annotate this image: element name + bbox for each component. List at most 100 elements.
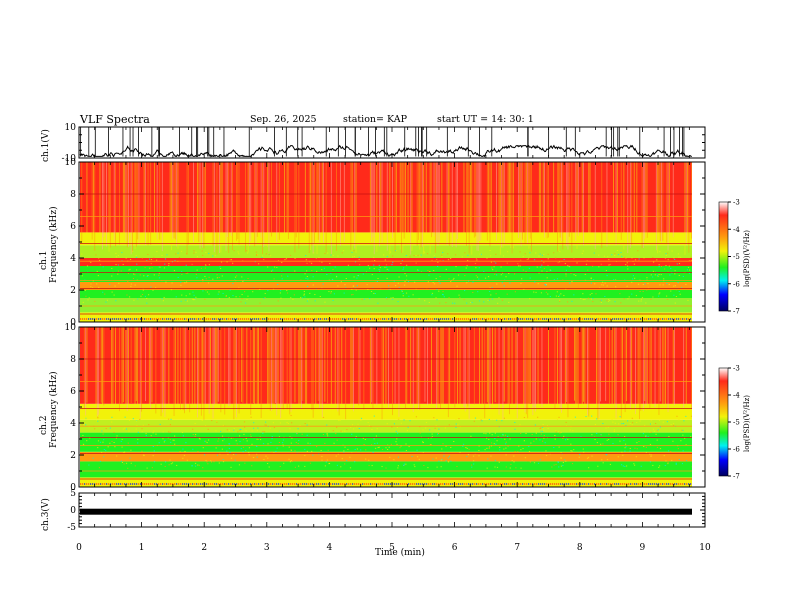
ch1-spectrogram-speckle [387, 282, 389, 284]
ch1-spectrogram-low-speckle [446, 318, 448, 320]
ch1-spectrogram-speckle [214, 255, 216, 257]
ch1-spectrogram-low-speckle [552, 318, 554, 320]
ch2-spectrogram-low-speckle [134, 483, 136, 485]
ch2-spectrogram-speckle [555, 431, 557, 433]
ch2-spectrogram-low-speckle [518, 483, 520, 485]
ch2-spectrogram-speckle [458, 418, 460, 420]
ch1-spectrogram-speckle [529, 252, 531, 254]
ch1-spectrogram-speckle [652, 270, 655, 272]
ch2-spectrogram-speckle [130, 449, 132, 451]
ch2-spectrogram-speckle [304, 454, 306, 456]
ch2-spectrogram-speckle [130, 462, 132, 464]
ch1-spectrogram-speckle [401, 290, 403, 292]
ch2-spectrogram-streak [537, 327, 539, 418]
ch2-spectrogram-speckle [167, 418, 170, 420]
ch1-spectrogram-streak [99, 162, 101, 246]
ch1-spectrogram-low-speckle [272, 318, 274, 320]
ch2-spectrogram-streak [145, 327, 146, 402]
ch1-spectrogram-speckle [202, 279, 204, 281]
ch1-spectrogram-streak [557, 162, 558, 252]
ch1-spectrogram-low-speckle [586, 318, 588, 320]
ch1-spectrogram-speckle [417, 254, 419, 256]
ch2-spectrogram-speckle [290, 460, 292, 462]
ch1-spectrogram-low-speckle [184, 318, 186, 320]
ch2-spectrogram-speckle [595, 418, 598, 420]
ch2-spectrogram-speckle [155, 433, 157, 435]
ch2-spectrogram-streak [515, 327, 517, 405]
ch2-spectrogram-low-speckle [304, 483, 306, 485]
ch1-spectrogram-low-speckle [620, 318, 622, 320]
ch2-spectrogram-low-speckle [600, 483, 602, 485]
ch1-spectrogram-low-speckle [638, 318, 640, 320]
ch1-spectrogram-speckle [671, 272, 673, 274]
ch1-spectrogram-speckle [377, 302, 379, 304]
ch2-spectrogram-streak [533, 327, 535, 408]
ch2-spectrogram-speckle [88, 426, 90, 428]
ch2-spectrogram-speckle [490, 442, 493, 444]
ch1-spectrogram-speckle [304, 273, 306, 275]
ch2-spectrogram-low-speckle [262, 483, 264, 485]
ch2-spectrogram-speckle [533, 440, 535, 442]
ch1-spectrogram-speckle [327, 252, 329, 254]
ch2-spectrogram-speckle [652, 428, 655, 430]
ch1-spectrogram-speckle [500, 274, 502, 276]
ch1-spectrogram-speckle [331, 278, 334, 280]
ch2-spectrogram-low-speckle [300, 483, 302, 485]
ch2-spectrogram-low-speckle [684, 483, 686, 485]
ch2-spectrogram-speckle [200, 415, 202, 417]
ch1-spectrogram-speckle [189, 293, 191, 295]
ch1-spectrogram-speckle [113, 294, 115, 296]
ch1-spectrogram-speckle [161, 254, 163, 256]
ch1-spectrogram-low-speckle [140, 318, 142, 320]
ch2-spectrogram-speckle [133, 457, 136, 459]
ch1-spectrogram-speckle [673, 285, 675, 287]
ch2-spectrogram-speckle [540, 427, 542, 429]
ch1-spectrogram-low-speckle [242, 318, 244, 320]
ch2-spectrogram-speckle [288, 458, 290, 460]
ch2-spectrogram-speckle [435, 424, 437, 426]
ch2-spectrogram-streak [363, 327, 365, 410]
ch2-spectrogram-speckle [297, 443, 299, 445]
ch1-spectrogram-low-speckle [504, 318, 506, 320]
ch1-spectrogram-streak [567, 162, 569, 250]
ch1-spectrogram-speckle [130, 283, 132, 285]
ch2-spectrogram-speckle [545, 450, 547, 452]
ch2-spectrogram-speckle [638, 441, 640, 443]
ch1-spectrogram-streak [109, 162, 111, 248]
ch1-spectrogram-streak [571, 162, 573, 253]
ch2-spectrogram-speckle [158, 442, 160, 444]
ch2-spectrogram-speckle [611, 418, 613, 420]
ch2-spectrogram-speckle [328, 462, 331, 464]
ch2-spectrogram-y-tick-label: 0 [70, 483, 76, 493]
ch2-spectrogram-speckle [256, 445, 258, 447]
ch1-spectrogram-streak [479, 162, 480, 242]
ch2-spectrogram-streak [135, 327, 137, 402]
ch1-spectrogram-low-speckle [234, 318, 236, 320]
ch2-spectrogram-speckle [215, 430, 217, 432]
ch2-spectrogram-speckle [194, 462, 197, 464]
ch1-spectrogram-speckle [286, 290, 288, 292]
ch1-spectrogram-streak [509, 162, 510, 244]
ch2-spectrogram-streak [441, 327, 443, 405]
ch1-spectrogram-speckle [362, 273, 364, 275]
ch1-spectrogram-speckle [532, 285, 535, 287]
ch1-spectrogram-speckle [477, 291, 479, 293]
ch2-spectrogram-speckle [111, 416, 113, 418]
ch1-colorbar-tick-label: -5 [733, 253, 740, 261]
ch2-spectrogram-streak [215, 327, 217, 410]
ch2-spectrogram-speckle [556, 419, 559, 421]
ch1-spectrogram-low-speckle [640, 318, 642, 320]
ch2-spectrogram-low-speckle [596, 483, 598, 485]
ch1-spectrogram-low-speckle [118, 318, 120, 320]
ch2-spectrogram-speckle [503, 417, 505, 419]
ch1-spectrogram-speckle [367, 265, 369, 267]
ch1-spectrogram-speckle [491, 266, 493, 268]
ch1-spectrogram-low-speckle [354, 318, 356, 320]
ch2-spectrogram-low-speckle [400, 483, 402, 485]
ch1-spectrogram-speckle [650, 274, 652, 276]
ch1-spectrogram-streak [502, 162, 504, 248]
ch2-spectrogram-streak [662, 327, 664, 413]
ch2-spectrogram-speckle [675, 462, 677, 464]
ch2-spectrogram-speckle [624, 450, 626, 452]
ch1-spectrogram-speckle [443, 296, 445, 298]
